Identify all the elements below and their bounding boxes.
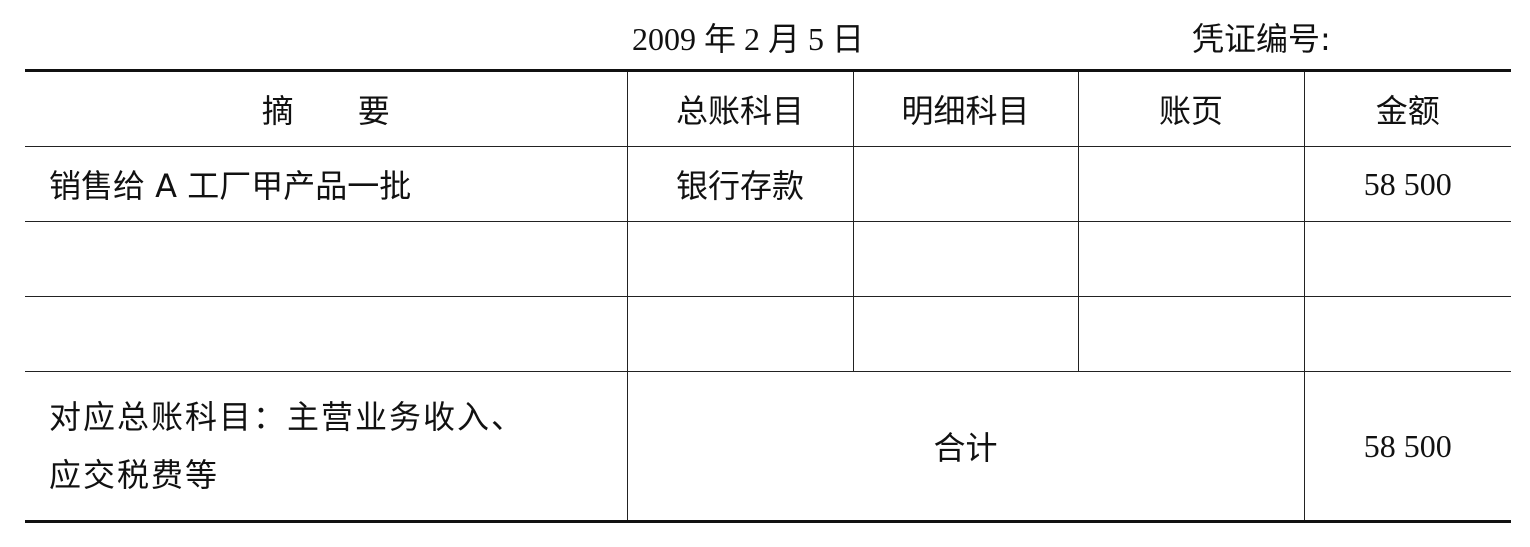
total-row: 对应总账科目：主营业务收入、 应交税费等 合计 58 500 — [25, 371, 1511, 523]
header-row: 摘 要 总账科目 明细科目 账页 金额 — [25, 69, 1511, 147]
column-header-general-account: 总账科目 — [626, 69, 854, 147]
column-header-summary: 摘 要 — [25, 69, 628, 147]
cell-amount — [1303, 296, 1511, 372]
cell-detail-account — [852, 146, 1079, 222]
cell-page — [1077, 146, 1305, 222]
total-label: 合计 — [626, 371, 1305, 523]
cell-summary — [25, 221, 628, 297]
total-amount: 58 500 — [1303, 371, 1511, 523]
cell-summary: 销售给 A 工厂甲产品一批 — [25, 146, 628, 222]
voucher-date: 2009 年 2 月 5 日 — [632, 21, 865, 57]
column-header-amount: 金额 — [1303, 69, 1511, 147]
column-header-page: 账页 — [1077, 69, 1305, 147]
cell-general-account: 银行存款 — [626, 146, 854, 222]
cell-summary — [25, 296, 628, 372]
contra-account-line-2: 应交税费等 — [49, 456, 220, 494]
table-row — [25, 221, 1511, 297]
contra-account-cell: 对应总账科目：主营业务收入、 应交税费等 — [25, 371, 628, 523]
cell-amount — [1303, 221, 1511, 297]
cell-amount: 58 500 — [1303, 146, 1511, 222]
voucher-number-label: 凭证编号: — [1192, 20, 1331, 58]
cell-detail-account — [852, 221, 1079, 297]
column-header-detail-account: 明细科目 — [852, 69, 1079, 147]
cell-page — [1077, 221, 1305, 297]
table-row — [25, 296, 1511, 372]
table-row: 销售给 A 工厂甲产品一批 银行存款 58 500 — [25, 146, 1511, 222]
voucher-table: 摘 要 总账科目 明细科目 账页 金额 销售给 A 工厂甲产品一批 银行存款 5… — [25, 69, 1511, 523]
contra-account-line-1: 对应总账科目：主营业务收入、 — [49, 398, 526, 436]
cell-general-account — [626, 296, 854, 372]
cell-detail-account — [852, 296, 1079, 372]
cell-page — [1077, 296, 1305, 372]
cell-general-account — [626, 221, 854, 297]
